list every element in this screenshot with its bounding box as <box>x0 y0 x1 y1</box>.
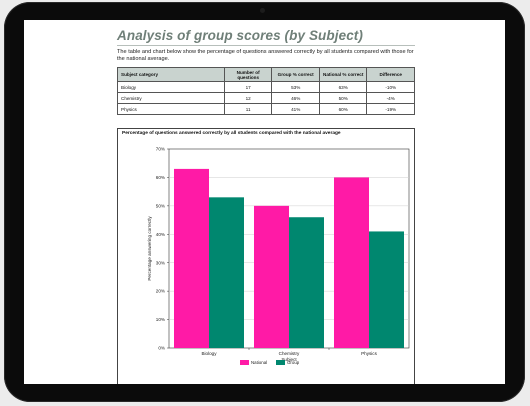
tablet-screen: Analysis of group scores (by Subject) Th… <box>24 20 505 384</box>
y-tick-label: 20% <box>156 289 165 294</box>
camera-dot <box>260 8 265 13</box>
page-title: Analysis of group scores (by Subject) <box>117 28 364 43</box>
table-cell: Physics <box>117 103 225 115</box>
x-tick-label: Chemistry <box>279 351 300 356</box>
y-tick-label: 40% <box>156 232 165 237</box>
bar-group-physics <box>369 231 404 348</box>
table-cell: 60% <box>318 103 368 115</box>
header-group-correct: Group % correct <box>271 67 320 82</box>
y-tick-label: 50% <box>156 203 165 208</box>
table-cell: -19% <box>366 103 415 115</box>
y-tick-label: 0% <box>158 346 165 351</box>
x-tick-label: Biology <box>201 351 217 356</box>
bar-national-biology <box>174 168 209 348</box>
tablet-frame: Analysis of group scores (by Subject) Th… <box>4 2 525 402</box>
intro-text: The table and chart below show the perce… <box>117 49 414 62</box>
table-cell: -10% <box>366 81 415 93</box>
table-cell: 50% <box>318 92 368 104</box>
header-difference: Difference <box>366 67 415 82</box>
header-national-correct: National % correct <box>318 67 368 82</box>
table-cell: 12 <box>223 92 273 104</box>
x-axis-title: Subject <box>281 357 297 362</box>
chart-title: Percentage of questions answered correct… <box>122 131 341 136</box>
header-number-of-questions: Number of questions <box>223 67 273 82</box>
bar-national-chemistry <box>254 205 289 348</box>
x-tick-label: Physics <box>361 351 378 356</box>
scores-table: Subject category Number of questions Gro… <box>117 67 415 115</box>
table-cell: 63% <box>318 81 368 93</box>
table-cell: 11 <box>223 103 273 115</box>
table-cell: Biology <box>117 81 225 93</box>
table-cell: -4% <box>366 92 415 104</box>
title-divider <box>117 45 415 46</box>
table-header-row: Subject category Number of questions Gro… <box>117 67 415 82</box>
legend-swatch-national <box>240 360 249 365</box>
y-tick-label: 60% <box>156 175 165 180</box>
table-row: Chemistry 12 46% 50% -4% <box>117 92 415 104</box>
y-tick-label: 10% <box>156 317 165 322</box>
legend-label-group: Group <box>287 360 300 365</box>
legend-swatch-group <box>276 360 285 365</box>
y-tick-label: 70% <box>156 147 165 152</box>
table-row: Physics 11 41% 60% -19% <box>117 103 415 115</box>
table-cell: 41% <box>271 103 320 115</box>
bar-national-physics <box>334 177 369 348</box>
header-subject-category: Subject category <box>117 67 225 82</box>
bar-group-chemistry <box>289 217 324 348</box>
chart-panel: Percentage of questions answered correct… <box>117 128 415 384</box>
table-cell: 46% <box>271 92 320 104</box>
y-tick-label: 30% <box>156 260 165 265</box>
table-cell: 17 <box>223 81 273 93</box>
table-row: Biology 17 53% 63% -10% <box>117 81 415 93</box>
bar-group-biology <box>209 197 244 348</box>
table-cell: 53% <box>271 81 320 93</box>
table-cell: Chemistry <box>117 92 225 104</box>
y-axis-title: Percentage answering correctly <box>147 216 152 281</box>
legend-label-national: National <box>251 360 267 365</box>
bar-chart: 0% 10% 20% 30% 40% 50% 60% 70% Biology Chemistry P… <box>147 147 410 365</box>
